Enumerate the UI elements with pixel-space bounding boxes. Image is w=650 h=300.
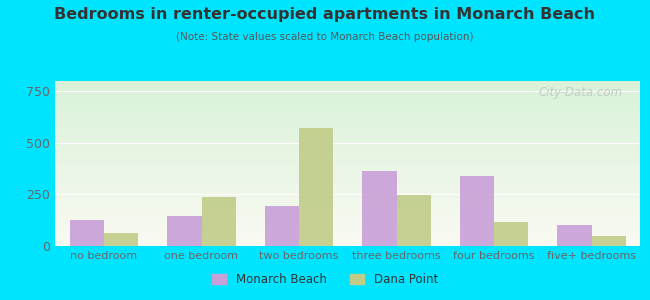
Bar [202, 196, 235, 246]
Text: (Note: State values scaled to Monarch Beach population): (Note: State values scaled to Monarch Be… [176, 32, 474, 41]
Text: Bedrooms in renter-occupied apartments in Monarch Beach: Bedrooms in renter-occupied apartments i… [55, 8, 595, 22]
Bar [70, 220, 104, 246]
Bar [363, 171, 396, 246]
Bar [558, 225, 592, 246]
Bar [168, 216, 202, 246]
Bar [460, 176, 494, 246]
Bar [592, 236, 625, 246]
Bar [265, 206, 299, 246]
Legend: Monarch Beach, Dana Point: Monarch Beach, Dana Point [207, 269, 443, 291]
Text: City-Data.com: City-Data.com [539, 86, 623, 99]
Bar [396, 196, 430, 246]
Bar [104, 232, 138, 246]
Bar [494, 222, 528, 246]
Bar [299, 128, 333, 246]
